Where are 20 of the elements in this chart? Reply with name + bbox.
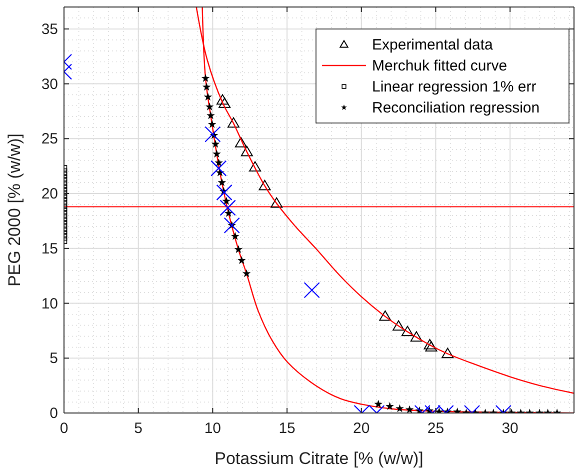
y-axis-title: PEG 2000 [% (w/w)] (5, 133, 24, 287)
x-axis-title: Potassium Citrate [% (w/w)] (214, 449, 424, 468)
y-tick-label: 35 (41, 20, 58, 38)
legend-label: Experimental data (372, 36, 494, 54)
legend-label: Reconciliation regression (372, 100, 540, 116)
x-tick-label: 15 (278, 420, 296, 437)
y-tick-label: 30 (41, 76, 58, 93)
y-tick-label: 20 (41, 186, 58, 203)
x-tick-label: 25 (427, 420, 444, 437)
x-tick-label: 30 (502, 420, 518, 437)
y-tick-label: 25 (41, 130, 58, 148)
x-tick-label: 10 (204, 420, 222, 437)
x-tick-label: 20 (353, 420, 370, 437)
legend-label: Merchuk fitted curve (372, 58, 508, 74)
y-tick-label: 15 (41, 240, 58, 258)
y-tick-label: 10 (41, 295, 58, 312)
legend-label: Linear regression 1% err (372, 78, 536, 96)
y-tick-label: 5 (50, 350, 58, 368)
x-tick-label: 5 (134, 420, 143, 437)
y-tick-label: 0 (50, 405, 58, 422)
